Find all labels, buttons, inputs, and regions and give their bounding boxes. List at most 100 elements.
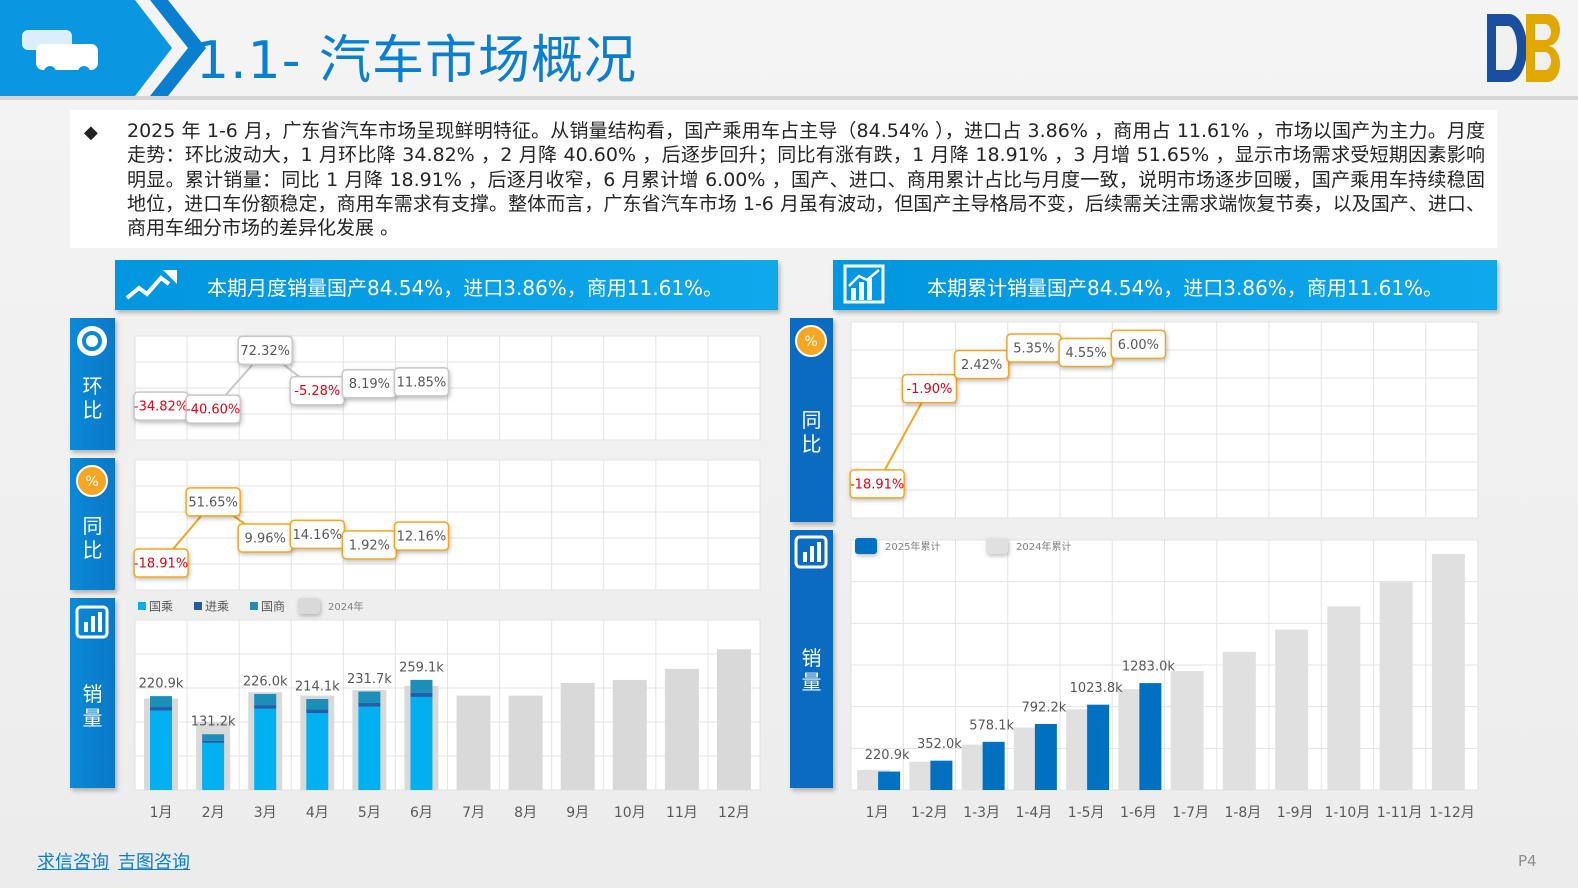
bar-segment <box>150 707 173 711</box>
x-tick-label: 10月 <box>614 805 646 821</box>
panel-title: 本期月度销量国产84.54%，进口3.86%，商用11.61%。 <box>207 276 724 300</box>
legend-swatch <box>986 538 1008 554</box>
bar-segment <box>930 760 953 790</box>
svg-text:%: % <box>804 334 817 350</box>
legend-swatch <box>250 602 258 610</box>
total-label: 214.1k <box>295 680 340 695</box>
comparison-bar <box>1431 553 1465 790</box>
bar-segment <box>1034 723 1057 790</box>
data-label: 14.16% <box>293 528 343 543</box>
comparison-bar <box>1327 606 1361 790</box>
side-tab: 销量 <box>70 598 115 788</box>
data-label: 11.85% <box>397 375 447 390</box>
x-tick-label: 9月 <box>566 805 589 821</box>
comparison-bar <box>1379 582 1413 790</box>
data-label: -1.90% <box>906 382 952 397</box>
bar-segment <box>254 693 277 706</box>
legend-label: 2025年累计 <box>885 540 940 553</box>
label-box <box>393 521 450 551</box>
legend-swatch <box>138 602 146 610</box>
bar-segment <box>410 696 433 790</box>
footer-link[interactable]: 求信咨询 <box>37 852 109 873</box>
page-title: 1.1- 汽车市场概况 <box>196 31 637 91</box>
bar-segment <box>358 706 381 790</box>
bar-segment <box>202 742 225 790</box>
x-tick-label: 3月 <box>254 805 277 821</box>
x-tick-label: 1-7月 <box>1172 805 1209 821</box>
x-tick-label: 1-11月 <box>1377 805 1423 821</box>
bar-segment <box>306 709 329 714</box>
comparison-bar <box>1222 651 1256 790</box>
legend-label: 2024年 <box>328 600 363 613</box>
bar-segment <box>254 708 277 790</box>
label-box <box>953 349 1010 380</box>
side-tab: 销量 <box>790 530 833 788</box>
comparison-bar <box>612 679 647 790</box>
comparison-bar <box>560 682 595 790</box>
data-label: 352.0k <box>917 737 962 752</box>
data-label: 1283.0k <box>1122 660 1175 675</box>
bar-segment <box>358 702 381 707</box>
x-tick-label: 1-2月 <box>911 805 948 821</box>
side-icon <box>75 605 109 639</box>
bar-segment <box>410 679 433 693</box>
bar-segment <box>306 713 329 790</box>
x-tick-label: 1-9月 <box>1277 805 1314 821</box>
comparison-bar <box>1170 671 1204 790</box>
legend-swatch <box>194 602 202 610</box>
data-label: 1023.8k <box>1070 681 1123 696</box>
label-box <box>849 469 905 499</box>
total-label: 131.2k <box>191 715 236 730</box>
label-box <box>901 373 958 404</box>
summary-box: ◆ 2025 年 1-6 月，广东省汽车市场呈现鲜明特征。从销量结构看，国产乘用… <box>70 110 1497 248</box>
bullet: ◆ <box>84 122 98 143</box>
x-tick-label: 1-3月 <box>963 805 1000 821</box>
x-tick-label: 1-12月 <box>1429 805 1475 821</box>
x-tick-label: 1-10月 <box>1324 805 1370 821</box>
data-label: 9.96% <box>245 532 286 547</box>
data-label: 578.1k <box>969 718 1014 733</box>
bar-segment <box>306 699 329 710</box>
footer-link[interactable]: 吉图咨询 <box>118 852 190 873</box>
side-label: 销量 <box>801 646 822 694</box>
x-tick-label: 7月 <box>462 805 485 821</box>
panel-header: 本期累计销量国产84.54%，进口3.86%，商用11.61%。 <box>833 260 1497 310</box>
x-tick-label: 1-5月 <box>1068 805 1105 821</box>
data-label: 12.16% <box>397 530 447 545</box>
data-label: 792.2k <box>1022 700 1067 715</box>
x-tick-label: 2月 <box>202 805 225 821</box>
x-tick-label: 6月 <box>410 805 433 821</box>
label-box <box>1110 329 1167 360</box>
comparison-bar <box>716 649 751 790</box>
side-tab: % 同比 <box>790 318 833 522</box>
panel-header: 本期月度销量国产84.54%，进口3.86%，商用11.61%。 <box>115 260 778 310</box>
side-label: 环比 <box>82 374 103 422</box>
data-label: 8.19% <box>349 377 390 392</box>
data-label: 4.55% <box>1065 346 1106 361</box>
legend-label: 国商 <box>261 599 285 614</box>
side-label: 销量 <box>82 682 103 730</box>
data-label: 72.32% <box>240 344 290 359</box>
data-label: -18.91% <box>134 557 188 572</box>
comparison-bar <box>664 668 699 790</box>
side-icon: % <box>795 325 827 357</box>
bar-segment <box>982 741 1005 790</box>
side-label: 同比 <box>82 514 103 562</box>
trend-icon <box>125 270 177 300</box>
bar-segment <box>150 696 173 708</box>
bar-segment <box>202 740 225 743</box>
x-tick-label: 1月 <box>866 805 889 821</box>
bar-segment <box>150 710 173 790</box>
x-tick-label: 4月 <box>306 805 329 821</box>
side-icon: % <box>76 465 108 497</box>
side-icon <box>77 326 107 356</box>
comparison-bar <box>456 695 491 790</box>
panel-title: 本期累计销量国产84.54%，进口3.86%，商用11.61%。 <box>927 276 1444 300</box>
legend-label: 进乘 <box>205 600 229 614</box>
data-label: 2.42% <box>961 358 1002 373</box>
chart-icon <box>843 264 885 304</box>
data-label: 220.9k <box>865 748 910 763</box>
total-label: 220.9k <box>139 677 184 692</box>
label-box <box>185 487 241 517</box>
